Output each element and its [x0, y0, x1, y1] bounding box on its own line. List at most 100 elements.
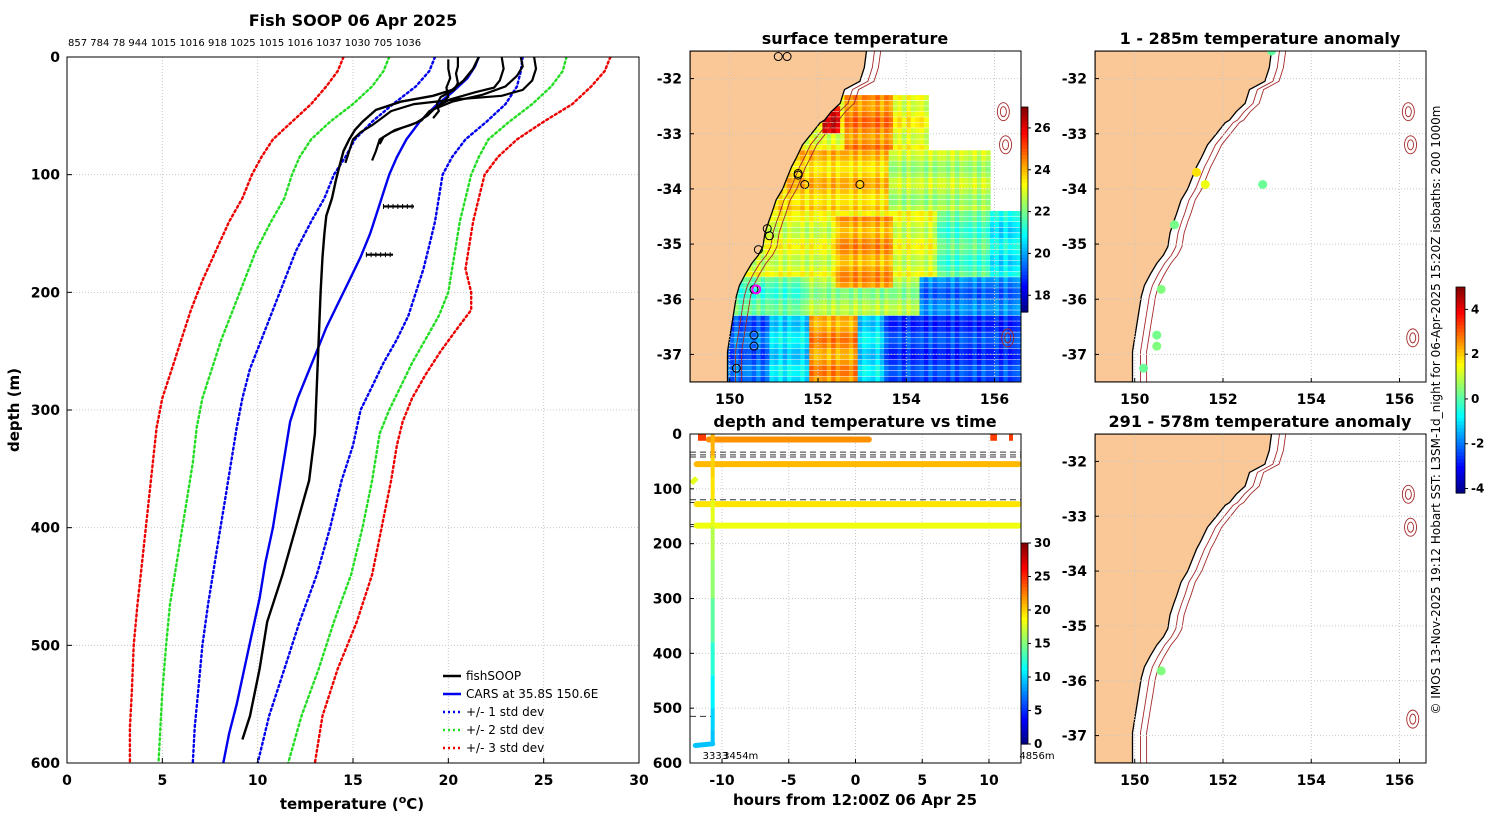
sst-cell — [923, 310, 929, 316]
sst-cell — [976, 337, 982, 343]
sst-cell — [976, 205, 982, 211]
sst-cell — [919, 326, 925, 332]
sst-cell — [773, 326, 779, 332]
sst-cell — [923, 332, 929, 338]
sst-cell — [968, 233, 973, 239]
sst-cell — [946, 288, 951, 294]
depth-time-colorbar-segment — [1021, 593, 1028, 598]
sst-cell — [831, 183, 837, 189]
sst-cell — [857, 95, 863, 101]
anom-deep-ticks: 150 152 154 156-32-33-34-35-36-37 — [1062, 454, 1414, 789]
anom-shallow-panel: 1 - 285m temperature anomaly 150 152 154 15… — [1062, 29, 1427, 408]
sst-cell — [919, 205, 925, 211]
sst-cell — [875, 326, 881, 332]
sst-cell — [901, 200, 907, 205]
sst-cell — [990, 222, 996, 227]
sst-cell — [884, 260, 890, 266]
sst-cell — [976, 200, 982, 205]
sst-cell — [884, 371, 890, 376]
sst-cell — [901, 161, 907, 167]
sst-cell — [795, 337, 801, 343]
sst-cell — [1007, 249, 1013, 255]
sst-cell — [893, 227, 898, 233]
sst-cell — [870, 337, 876, 343]
sst-cell — [773, 233, 779, 239]
sst-cell — [954, 293, 960, 299]
sst-cell — [888, 183, 894, 189]
sst-cell — [853, 117, 859, 123]
sst-cell — [1016, 371, 1021, 376]
sst-cell — [901, 271, 907, 277]
sst-cell — [1003, 354, 1009, 360]
sst-cell — [1016, 255, 1021, 261]
depth-time-colorbar-segment — [1021, 646, 1028, 651]
sst-cell — [813, 188, 819, 194]
sst-cell — [879, 359, 885, 365]
sst-cell — [923, 133, 929, 139]
sst-cell — [954, 371, 960, 376]
sst-cell — [959, 260, 965, 266]
sst-colorbar-segment — [1021, 185, 1028, 190]
sst-cell — [862, 321, 868, 327]
sst-cell — [884, 100, 890, 106]
sst-cell — [778, 343, 784, 349]
sst-cell — [840, 288, 846, 294]
sst-cell — [901, 183, 907, 189]
sst-cell — [906, 188, 912, 194]
sst-cell — [950, 194, 956, 200]
sst-cell — [1012, 282, 1018, 288]
sst-colorbar-segment — [1021, 284, 1028, 289]
sst-cell — [813, 205, 819, 211]
anomaly-colorbar-segment — [1456, 414, 1465, 419]
sst-cell — [937, 238, 943, 244]
sst-cell — [981, 233, 987, 239]
sst-cell — [888, 326, 894, 332]
sst-cell — [840, 222, 846, 227]
sst-cell — [870, 244, 876, 250]
depth-time-colorbar-segment — [1021, 576, 1028, 581]
sst-cell — [769, 337, 775, 343]
sst-cell — [981, 260, 987, 266]
anomaly-colorbar-segment — [1456, 451, 1465, 456]
sst-cell — [928, 348, 934, 354]
sst-cell — [831, 332, 837, 338]
sst-cell — [866, 282, 872, 288]
sst-cell — [844, 194, 850, 200]
sst-cell — [932, 288, 938, 294]
sst-cell — [879, 343, 885, 349]
sst-cell — [906, 122, 912, 128]
sst-cell — [743, 310, 748, 316]
sst-cell — [976, 249, 982, 255]
sst-cell — [848, 100, 854, 106]
sst-cell — [862, 266, 868, 272]
sst-cell — [848, 299, 854, 305]
anomaly-colorbar-segment — [1456, 304, 1465, 309]
sst-cell — [1007, 211, 1013, 216]
sst-cell — [906, 227, 912, 233]
anomaly-colorbar-segment — [1456, 479, 1465, 484]
sst-cell — [791, 277, 797, 283]
sst-cell — [866, 310, 872, 316]
sst-cell — [791, 282, 797, 288]
sst-cell — [835, 233, 841, 239]
sst-cell — [809, 260, 815, 266]
sst-cell — [875, 150, 881, 156]
sst-cell — [835, 172, 841, 178]
sst-cell — [870, 205, 876, 211]
sst-cell — [879, 139, 885, 145]
sst-cell — [853, 122, 859, 128]
sst-cell — [937, 376, 943, 382]
sst-cell — [875, 376, 881, 382]
sst-cell — [870, 282, 876, 288]
sst-cell — [756, 321, 762, 327]
sst-cell — [976, 359, 982, 365]
sst-cell — [923, 376, 929, 382]
depth-time-colorbar-segment — [1021, 700, 1028, 705]
sst-colorbar-tick-label: 20 — [1034, 246, 1051, 260]
sst-cell — [1021, 360, 1026, 365]
sst-cell — [751, 321, 757, 327]
sst-cell — [946, 337, 951, 343]
sst-cell — [910, 177, 916, 183]
sst-cell — [972, 255, 978, 261]
sst-cell — [831, 343, 837, 349]
